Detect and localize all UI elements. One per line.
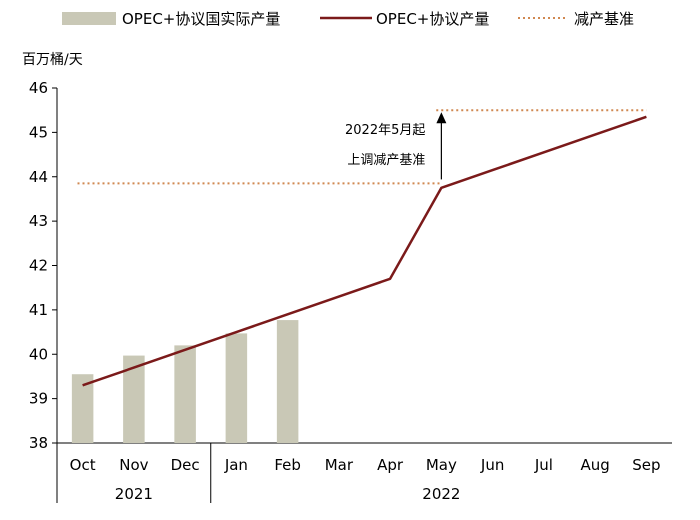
y-tick-label: 40 (29, 345, 48, 363)
legend-label-quota-production: OPEC+协议产量 (376, 10, 489, 28)
annotation-text: 2022年5月起 (345, 123, 425, 138)
legend-label-baseline: 减产基准 (574, 10, 634, 28)
bar-actual-production (225, 333, 248, 443)
y-tick-label: 39 (29, 390, 48, 408)
year-group-label: 2021 (115, 485, 153, 503)
bar-actual-production (71, 374, 94, 443)
y-tick-label: 41 (29, 301, 48, 319)
bar-actual-production (174, 345, 196, 443)
y-tick-label: 43 (29, 212, 48, 230)
legend-label-actual-production: OPEC+协议国实际产量 (122, 10, 280, 28)
x-tick-label: Apr (377, 456, 404, 474)
y-tick-label: 42 (29, 257, 48, 275)
bar-actual-production (276, 320, 299, 443)
y-axis-unit: 百万桶/天 (22, 52, 83, 68)
y-tick-label: 44 (29, 168, 48, 186)
x-tick-label: Mar (325, 456, 354, 474)
quota-production-line (82, 115, 647, 387)
y-tick-label: 46 (29, 79, 48, 97)
year-group-label: 2022 (422, 485, 460, 503)
x-tick-label: Nov (119, 456, 148, 474)
x-tick-label: Jun (480, 456, 504, 474)
x-tick-label: Jan (224, 456, 248, 474)
legend: OPEC+协议国实际产量 OPEC+协议产量 减产基准 (62, 10, 634, 28)
x-tick-label: Feb (274, 456, 301, 474)
x-tick-label: May (426, 456, 457, 474)
legend-swatch-actual-production (62, 12, 116, 25)
bar-actual-production (123, 355, 145, 443)
x-tick-label: Jul (534, 456, 553, 474)
x-tick-label: Oct (70, 456, 96, 474)
annotation-arrow-head (436, 112, 447, 124)
annotation-text: 上调减产基准 (347, 153, 425, 168)
x-tick-label: Sep (632, 456, 660, 474)
x-tick-label: Aug (580, 456, 609, 474)
x-tick-label: Dec (171, 456, 200, 474)
y-tick-label: 38 (29, 434, 48, 452)
y-tick-label: 45 (29, 123, 48, 141)
